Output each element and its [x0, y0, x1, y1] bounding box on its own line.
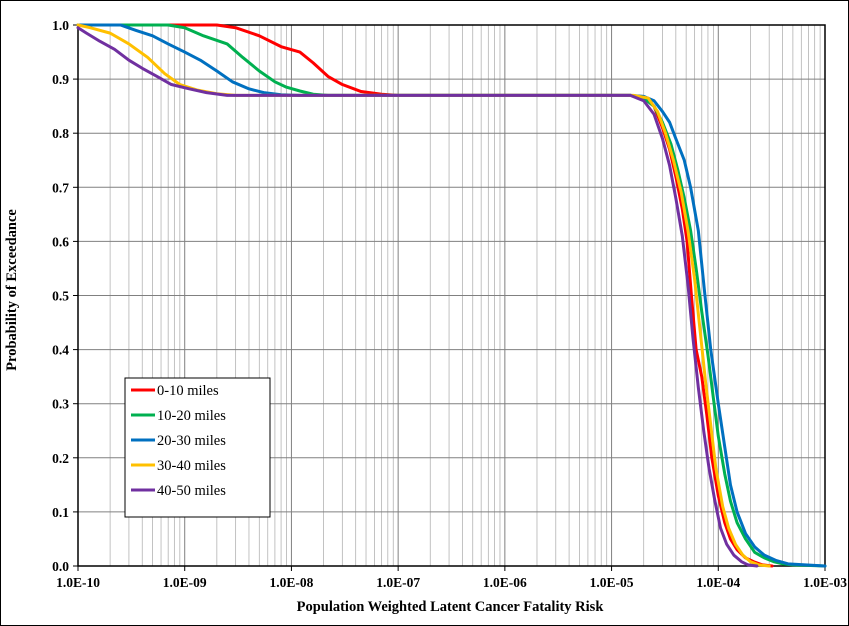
- y-tick-label: 0.9: [52, 72, 69, 87]
- y-axis-title: Probability of Exceedance: [4, 209, 20, 371]
- y-tick-label: 0.7: [52, 180, 69, 195]
- x-tick-label: 1.0E-07: [376, 575, 420, 590]
- x-tick-label: 1.0E-04: [696, 575, 740, 590]
- legend-box: [124, 377, 271, 518]
- x-tick-label: 1.0E-08: [269, 575, 313, 590]
- x-tick-label: 1.0E-10: [56, 575, 100, 590]
- series-lines: [76, 23, 827, 568]
- x-tick-label: 1.0E-03: [803, 575, 847, 590]
- x-tick-label: 1.0E-05: [590, 575, 634, 590]
- series-line-10-20-miles: [76, 23, 827, 568]
- x-axis-title: Population Weighted Latent Cancer Fatali…: [297, 599, 605, 615]
- legend: 0-10 miles 10-20 miles 20-30 miles 30-40 mi…: [124, 377, 271, 518]
- y-tick-label: 0.5: [52, 289, 69, 304]
- series-line-40-50-miles: [76, 26, 759, 568]
- legend-label: 20-30 miles: [157, 433, 226, 449]
- y-axis-ticks: 0.0 0.1 0.2 0.3 0.4 0.5 0.6 0.7 0.8 0.9 1.0: [52, 18, 78, 574]
- y-tick-label: 1.0: [52, 18, 69, 33]
- x-axis-ticks: 1.0E-10 1.0E-09 1.0E-08 1.0E-07 1.0E-06 1.0E-…: [56, 566, 847, 590]
- legend-label: 0-10 miles: [157, 383, 219, 399]
- legend-label: 30-40 miles: [157, 458, 226, 474]
- y-tick-label: 0.3: [52, 397, 69, 412]
- x-tick-label: 1.0E-09: [163, 575, 207, 590]
- y-tick-label: 0.0: [52, 559, 69, 574]
- series-line-30-40-miles: [76, 23, 771, 568]
- y-tick-label: 0.4: [52, 343, 69, 358]
- y-tick-label: 0.1: [52, 505, 69, 520]
- y-tick-label: 0.8: [52, 126, 69, 141]
- y-tick-label: 0.2: [52, 451, 69, 466]
- x-tick-label: 1.0E-06: [483, 575, 527, 590]
- legend-label: 10-20 miles: [157, 408, 226, 424]
- series-line-20-30-miles: [76, 23, 827, 568]
- y-tick-label: 0.6: [52, 234, 69, 249]
- legend-label: 40-50 miles: [157, 483, 226, 499]
